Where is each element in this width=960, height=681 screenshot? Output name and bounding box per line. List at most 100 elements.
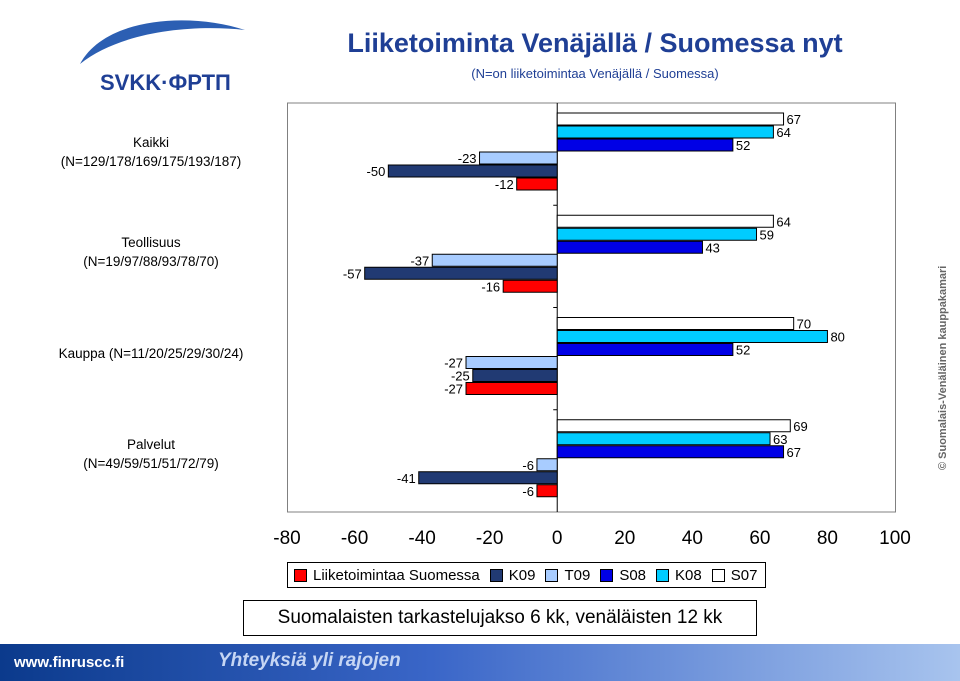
data-label: -41	[397, 471, 416, 486]
logo-text: SVKK·ФРТП	[100, 70, 231, 95]
legend-item: K08	[656, 567, 702, 584]
bar	[536, 458, 558, 472]
bar	[465, 356, 558, 369]
chart-legend: Liiketoimintaa Suomessa K09 T09 S08 K08 …	[287, 562, 767, 588]
data-label: 52	[736, 343, 750, 358]
legend-label: K09	[508, 566, 536, 584]
data-label: 69	[793, 419, 807, 434]
category-n: (N=19/97/88/93/78/70)	[83, 254, 219, 269]
legend-swatch	[545, 568, 559, 582]
bar	[536, 484, 558, 498]
data-label: -57	[343, 266, 362, 281]
category-name: Kaikki	[132, 135, 169, 150]
data-label: 67	[787, 112, 801, 127]
footer-url: www.finruscc.fi	[14, 654, 125, 671]
bar	[465, 382, 558, 395]
x-tick-label: -40	[408, 528, 435, 549]
bar	[556, 240, 703, 254]
bar	[472, 369, 558, 382]
data-label: 70	[797, 317, 811, 332]
bar	[556, 317, 795, 330]
data-label: -12	[495, 177, 514, 192]
bar	[556, 138, 734, 152]
category-n: (N=49/59/51/51/72/79)	[83, 456, 219, 471]
x-tick-label: 60	[749, 528, 770, 549]
bar-chart: 676452-23-50-12645943-37-57-16708052-27-…	[273, 102, 911, 549]
bar	[516, 177, 558, 191]
category-label-teollisuus: Teollisuus (N=19/97/88/93/78/70)	[20, 233, 282, 271]
category-label-palvelut: Palvelut (N=49/59/51/51/72/79)	[20, 435, 282, 473]
data-label: -25	[451, 369, 470, 384]
x-tick-label: -60	[341, 528, 368, 549]
footer-slogan: Yhteyksiä yli rajojen	[218, 650, 401, 671]
bar	[556, 330, 828, 343]
data-label: 63	[773, 432, 787, 447]
category-name: Palvelut	[126, 437, 176, 452]
x-tick-label: -20	[476, 528, 503, 549]
data-label: 43	[705, 240, 719, 255]
data-label: -50	[367, 164, 386, 179]
period-note: Suomalaisten tarkastelujakso 6 kk, venäl…	[243, 600, 757, 636]
legend-label: T09	[564, 566, 591, 584]
logo-arc	[80, 20, 245, 64]
bar	[479, 151, 558, 165]
category-name: Teollisuus	[121, 235, 181, 250]
plot-frame	[287, 102, 896, 513]
x-tick-label: 40	[682, 528, 703, 549]
data-label: -6	[522, 458, 534, 473]
bar	[556, 214, 774, 228]
data-label: -27	[444, 356, 463, 371]
data-label: -16	[481, 279, 500, 294]
x-tick-label: 20	[614, 528, 635, 549]
data-label: -27	[444, 382, 463, 397]
legend-swatch	[711, 568, 725, 582]
legend-swatch	[656, 568, 670, 582]
bar	[556, 432, 771, 446]
legend-item: Liiketoimintaa Suomessa	[294, 567, 480, 584]
bar	[387, 164, 558, 178]
bar	[556, 112, 785, 126]
page-title: Liiketoiminta Venäjällä / Suomessa nyt	[347, 28, 843, 58]
data-label: 64	[776, 125, 790, 140]
category-name: Kauppa (N=11/20/25/29/30/24)	[58, 346, 244, 361]
footer-banner: www.finruscc.fi Yhteyksiä yli rajojen	[0, 644, 960, 681]
legend-label: Liiketoimintaa Suomessa	[313, 566, 480, 584]
legend-swatch	[600, 568, 614, 582]
data-label: -23	[458, 151, 477, 166]
category-n: (N=129/178/169/175/193/187)	[60, 154, 242, 169]
bar	[364, 266, 558, 280]
category-label-kauppa: Kauppa (N=11/20/25/29/30/24)	[20, 344, 282, 363]
x-tick-label: 80	[817, 528, 838, 549]
legend-label: S08	[619, 566, 647, 584]
data-label: 67	[787, 445, 801, 460]
bar	[556, 419, 791, 433]
bar	[431, 253, 558, 267]
data-label: -6	[522, 484, 534, 499]
legend-swatch	[489, 568, 503, 582]
legend-item: S07	[711, 566, 758, 584]
bar	[556, 125, 774, 139]
bar	[418, 471, 558, 485]
data-label: 59	[760, 227, 774, 242]
data-label: 64	[776, 214, 790, 229]
bar	[556, 445, 785, 459]
bar	[502, 279, 558, 293]
bar	[556, 227, 758, 241]
data-label: -37	[410, 253, 429, 268]
svkk-logo: SVKK·ФРТП	[80, 20, 245, 95]
data-label: 80	[830, 330, 844, 345]
x-tick-label: -80	[273, 528, 300, 549]
legend-label: K08	[675, 566, 702, 584]
legend-swatch	[294, 568, 307, 582]
legend-item: K09	[489, 566, 536, 584]
legend-item: S08	[600, 567, 646, 584]
legend-item: T09	[545, 567, 590, 584]
copyright-note: © Suomalais-Venäläinen kauppakamari	[937, 265, 949, 470]
bar	[556, 343, 734, 356]
data-label: 52	[736, 138, 750, 153]
x-tick-label: 0	[552, 528, 563, 549]
legend-label: S07	[730, 566, 758, 584]
x-tick-label: 100	[879, 528, 911, 549]
category-label-kaikki: Kaikki (N=129/178/169/175/193/187)	[20, 133, 282, 171]
page-subtitle: (N=on liiketoimintaa Venäjällä / Suomess…	[471, 66, 719, 81]
